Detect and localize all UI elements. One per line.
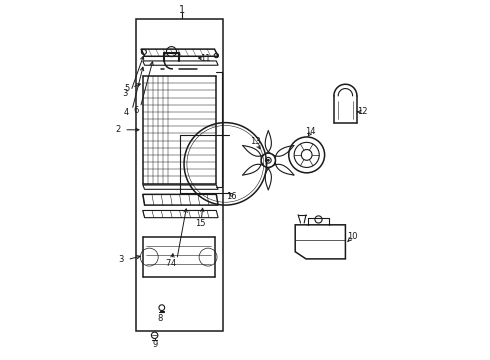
Text: 5: 5 (124, 84, 129, 93)
Text: 12: 12 (357, 107, 368, 116)
Text: 11: 11 (200, 54, 211, 63)
Text: 14: 14 (305, 127, 316, 136)
Text: 15: 15 (195, 219, 205, 228)
Text: 10: 10 (347, 232, 358, 241)
Text: 3: 3 (122, 89, 127, 98)
Text: 1: 1 (179, 5, 185, 15)
Text: 16: 16 (226, 192, 237, 201)
Circle shape (267, 159, 270, 162)
Text: 4: 4 (171, 259, 176, 268)
Text: 2: 2 (115, 125, 121, 134)
Text: 4: 4 (124, 108, 129, 117)
Text: 9: 9 (152, 341, 157, 350)
Text: 6: 6 (133, 105, 138, 114)
Text: 13: 13 (250, 137, 261, 146)
Text: 8: 8 (157, 314, 162, 323)
Text: 3: 3 (119, 255, 124, 264)
Text: 7: 7 (165, 259, 171, 268)
Bar (136, 19, 223, 330)
